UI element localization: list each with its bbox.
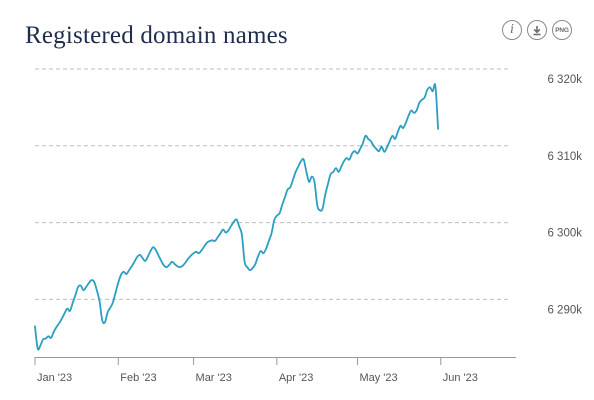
x-tick-label: Feb '23 <box>120 372 156 384</box>
y-tick-label: 6 290k <box>547 304 582 316</box>
download-arrow-icon <box>533 25 541 35</box>
x-axis: Jan '23 Feb '23 Mar '23 Apr '23 May '23 Jun '… <box>34 357 516 384</box>
png-label: PNG <box>555 26 569 34</box>
download-icon[interactable] <box>527 20 547 40</box>
x-tick-label: Jan '23 <box>37 372 72 384</box>
series-line-0 <box>34 83 439 351</box>
y-tick-label: 6 320k <box>547 74 582 86</box>
y-axis-ticks: 6 290k 6 300k 6 310k 6 320k <box>547 74 582 316</box>
chart-toolbar: i PNG <box>502 20 572 40</box>
y-tick-label: 6 300k <box>547 228 582 240</box>
y-tick-label: 6 310k <box>547 151 582 163</box>
png-export-button[interactable]: PNG <box>552 20 572 40</box>
info-icon[interactable]: i <box>502 20 522 40</box>
series-layer <box>34 83 439 351</box>
x-tick-label: Apr '23 <box>279 372 314 384</box>
chart-title: Registered domain names <box>25 22 288 49</box>
x-tick-label: Mar '23 <box>196 372 232 384</box>
x-tick-label: May '23 <box>359 372 397 384</box>
x-tick-label: Jun '23 <box>443 372 478 384</box>
